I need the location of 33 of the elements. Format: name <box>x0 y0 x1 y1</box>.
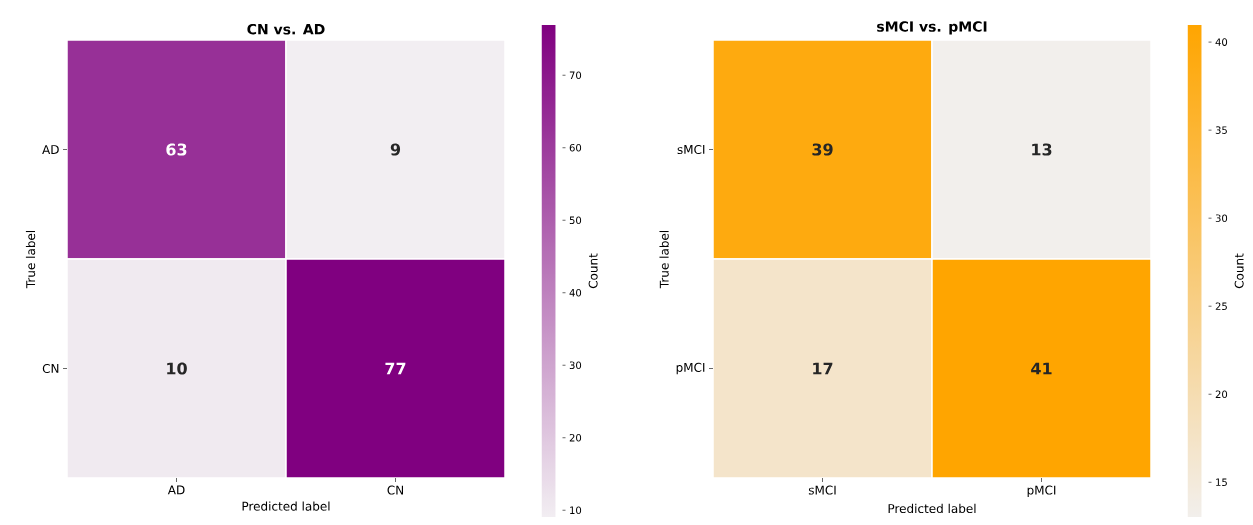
color-bar-label: 30 <box>1215 214 1228 222</box>
y-axis-title: True label <box>659 230 669 289</box>
color-bar-label: 50 <box>569 216 582 225</box>
data-label: 63 <box>166 143 187 156</box>
x-axis-title: Predicted label <box>242 501 330 511</box>
data-label: 17 <box>813 362 833 375</box>
color-bar-title: Count <box>588 253 598 289</box>
y-axis-title: True label <box>25 230 36 289</box>
x-tick-label: sMCI <box>808 485 836 495</box>
color-bar-label: 40 <box>1215 38 1228 46</box>
x-tick-label: pMCI <box>1027 485 1056 497</box>
x-tick-label: AD <box>167 485 185 495</box>
color-bar-label: 30 <box>569 361 582 370</box>
color-bar-label: 40 <box>569 288 582 297</box>
data-label: 41 <box>1031 362 1052 375</box>
x-tick-label: CN <box>387 485 403 495</box>
chart-title: CN vs. AD <box>247 23 325 35</box>
color-bar-title: Count <box>1234 253 1244 289</box>
chart-title: sMCI vs. pMCI <box>877 21 987 35</box>
data-label: 10 <box>167 362 187 375</box>
color-bar-label: 10 <box>570 506 582 515</box>
color-bar-label: 70 <box>569 71 582 80</box>
color-bar-label: 15 <box>1216 478 1227 486</box>
color-bar-label: 25 <box>1215 302 1227 310</box>
data-label: 13 <box>1032 143 1052 156</box>
x-axis-title: Predicted label <box>888 503 976 514</box>
color-bar-label: 60 <box>569 143 582 152</box>
color-bar-label: 20 <box>1215 390 1228 399</box>
color-bar-label: 35 <box>1215 126 1227 134</box>
color-bar-label: 20 <box>569 433 582 442</box>
data-label: 9 <box>390 143 401 156</box>
data-label: 39 <box>812 143 833 156</box>
data-label: 77 <box>385 362 406 375</box>
